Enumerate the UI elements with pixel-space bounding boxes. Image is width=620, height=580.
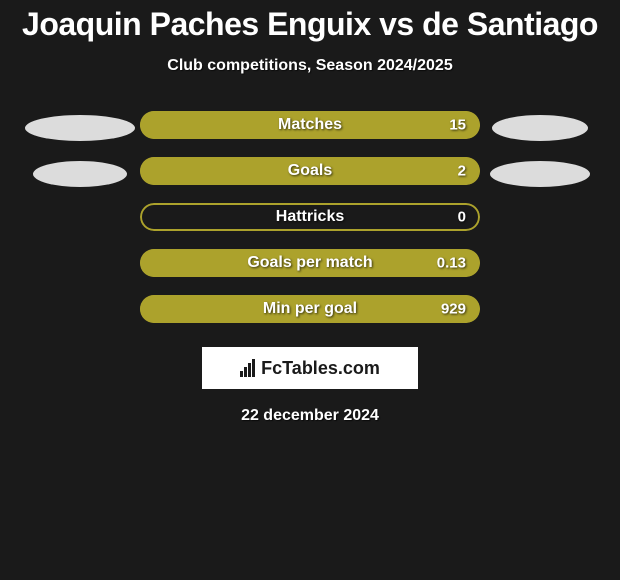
player-ellipse [25, 115, 135, 141]
player-ellipse [490, 161, 590, 187]
bar-value-right: 2 [458, 163, 466, 180]
stat-bars: Matches 15 Goals 2 Hattricks 0 Goals per match… [140, 111, 480, 323]
bar-value-right: 0 [458, 209, 466, 226]
left-player-shapes [20, 111, 140, 207]
logo-box: FcTables.com [202, 347, 418, 389]
player-ellipse [33, 161, 127, 187]
player-ellipse [492, 115, 588, 141]
page-title: Joaquin Paches Enguix vs de Santiago [22, 6, 598, 43]
bar-value-right: 0.13 [437, 255, 466, 272]
bar-label: Goals per match [247, 254, 372, 272]
stat-bar: Hattricks 0 [140, 203, 480, 231]
logo-text: FcTables.com [261, 358, 380, 379]
comparison-row: Matches 15 Goals 2 Hattricks 0 Goals per match… [0, 111, 620, 323]
bar-value-right: 15 [449, 117, 466, 134]
bar-label: Goals [288, 162, 332, 180]
comparison-infographic: Joaquin Paches Enguix vs de Santiago Clu… [0, 0, 620, 425]
stat-bar: Min per goal 929 [140, 295, 480, 323]
bar-label: Min per goal [263, 300, 357, 318]
date-label: 22 december 2024 [241, 407, 379, 425]
subtitle: Club competitions, Season 2024/2025 [167, 57, 452, 75]
stat-bar: Goals 2 [140, 157, 480, 185]
bar-label: Matches [278, 116, 342, 134]
right-player-shapes [480, 111, 600, 207]
bar-label: Hattricks [276, 208, 344, 226]
stat-bar: Matches 15 [140, 111, 480, 139]
stat-bar: Goals per match 0.13 [140, 249, 480, 277]
bar-value-right: 929 [441, 301, 466, 318]
bars-icon [240, 359, 255, 377]
